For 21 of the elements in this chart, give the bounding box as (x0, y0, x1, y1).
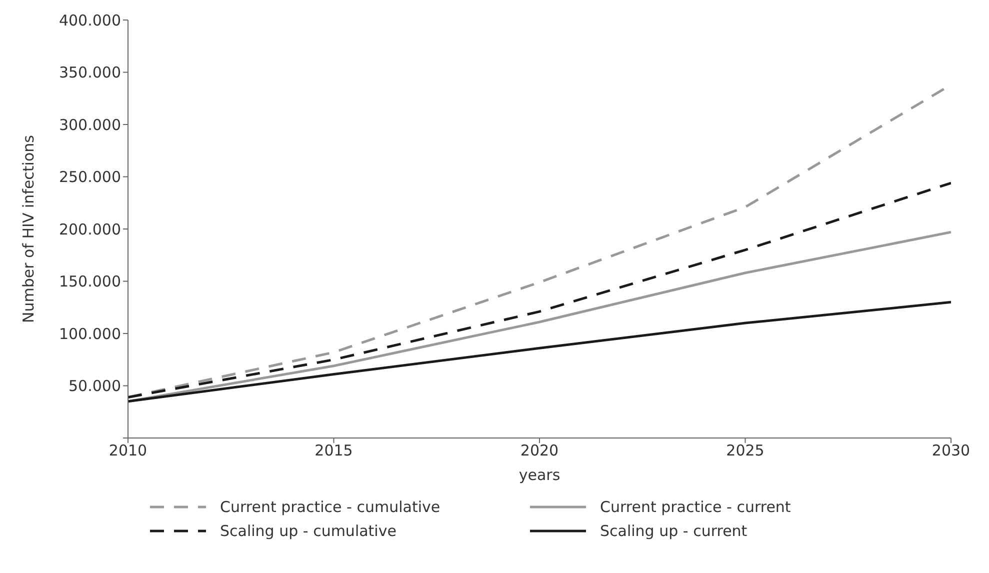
y-tick-label: 200.000 (58, 220, 121, 238)
x-tick-label: 2010 (108, 442, 148, 460)
x-tick-label: 2030 (932, 442, 970, 460)
legend-label: Current practice - current (600, 498, 791, 516)
line-series (128, 182, 951, 398)
y-tick-label: 50.000 (68, 377, 121, 396)
y-tick-label: 250.000 (58, 168, 121, 186)
y-tick-label: 150.000 (58, 272, 121, 291)
x-tick-label: 2015 (314, 442, 353, 460)
x-tick-label: 2025 (726, 442, 764, 460)
y-tick-label: 100.000 (58, 324, 121, 343)
legend-label: Current practice - cumulative (220, 498, 440, 516)
x-axis-title: years (518, 466, 560, 484)
y-axis-title: Number of HIV infections (19, 134, 38, 323)
legend-label: Scaling up - cumulative (220, 522, 396, 540)
x-tick-label: 2020 (520, 442, 559, 460)
legend-label: Scaling up - current (600, 522, 748, 540)
y-tick-label: 300.000 (58, 116, 121, 134)
y-tick-label: 350.000 (58, 64, 121, 82)
y-tick-label: 400.000 (58, 11, 121, 30)
line-series (128, 230, 951, 403)
